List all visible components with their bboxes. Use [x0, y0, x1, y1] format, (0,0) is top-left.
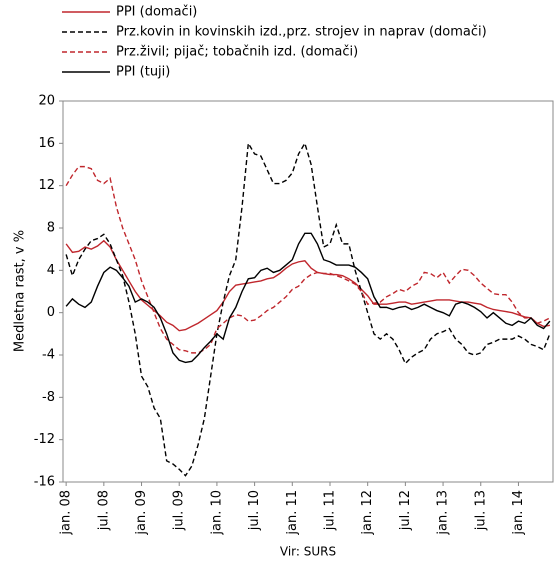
- legend-label: Prz.živil; pijač; tobačnih izd. (domači): [116, 45, 358, 60]
- x-tick-label: jan. 14: [511, 490, 526, 536]
- x-tick-label: jul. 11: [322, 490, 337, 531]
- plot-frame: [62, 100, 554, 483]
- legend-label: PPI (tuji): [116, 65, 170, 80]
- y-tick-label: 16: [38, 136, 55, 151]
- y-axis-label: Medletna rast, v %: [13, 230, 28, 352]
- series-line: [65, 141, 551, 477]
- x-tick-label: jul. 13: [473, 490, 488, 531]
- y-tick-label: 12: [38, 178, 55, 193]
- y-tick-label: 0: [47, 305, 55, 320]
- series-line: [65, 232, 551, 364]
- y-tick-label: -12: [34, 432, 55, 447]
- x-tick-label: jan. 11: [285, 490, 300, 536]
- legend-label: PPI (domači): [116, 5, 197, 20]
- x-tick-label: jul. 10: [247, 490, 262, 531]
- x-tick-label: jul. 09: [172, 490, 187, 531]
- y-tick-label: 4: [47, 263, 55, 278]
- x-tick-label: jan. 09: [134, 490, 149, 536]
- series-line: [65, 165, 551, 354]
- x-tick-label: jul. 12: [398, 490, 413, 531]
- legend-label: Prz.kovin in kovinskih izd.,prz. strojev…: [116, 25, 487, 40]
- y-tick-label: -16: [34, 475, 55, 490]
- x-tick-label: jan. 13: [436, 490, 451, 536]
- source: Vir: SURS: [280, 545, 336, 559]
- y-tick-label: 8: [47, 221, 55, 236]
- y-tick-label: -8: [42, 390, 55, 405]
- x-tick-label: jan. 08: [59, 490, 74, 536]
- x-tick-label: jan. 12: [360, 490, 375, 536]
- y-tick-label: -4: [42, 348, 55, 363]
- x-tick-label: jul. 08: [96, 490, 111, 531]
- y-tick-label: 20: [38, 94, 55, 109]
- x-tick-label: jan. 10: [209, 490, 224, 536]
- series-line: [65, 239, 550, 332]
